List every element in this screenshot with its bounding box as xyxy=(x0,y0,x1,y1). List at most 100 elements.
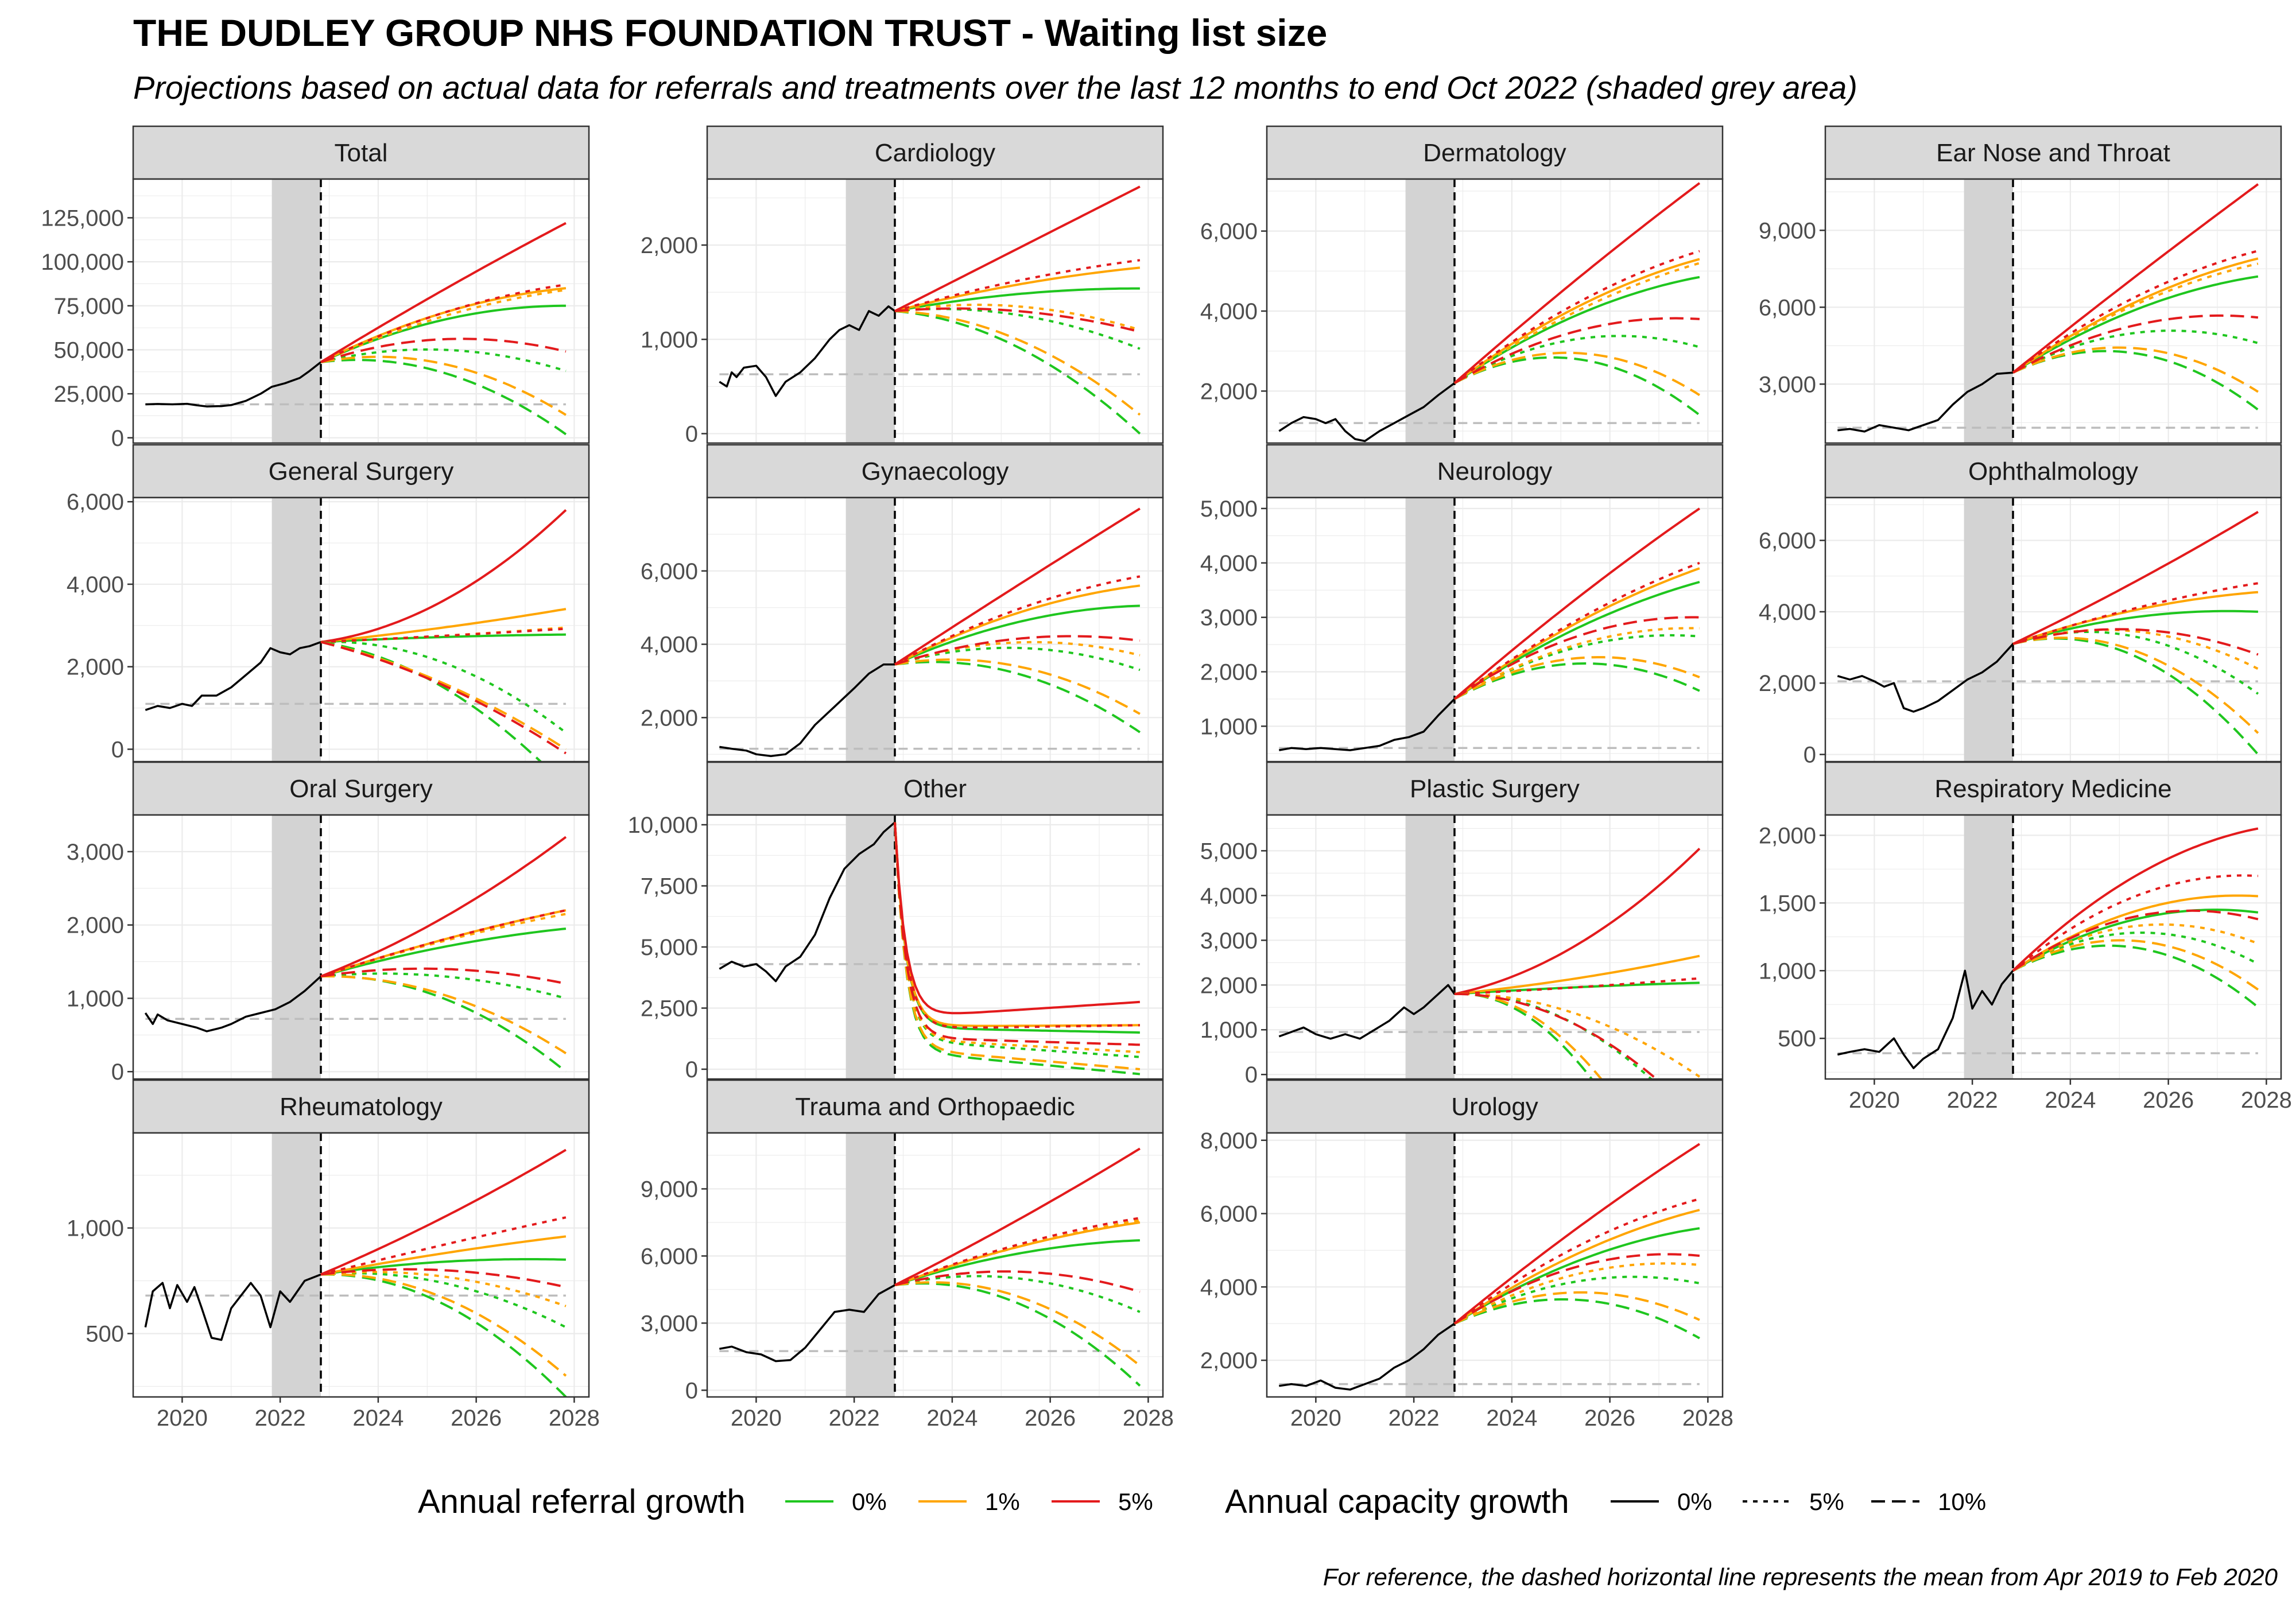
panel-data xyxy=(145,179,567,443)
panel-border xyxy=(132,1132,590,1398)
projection-ref-1-cap-5 xyxy=(894,822,1140,1054)
projection-ref-5-cap-10 xyxy=(1453,317,1700,385)
projection-ref-1-cap-0 xyxy=(1454,954,1700,995)
panel-title: Respiratory Medicine xyxy=(1934,775,2171,803)
x-tick-label: 2020 xyxy=(1290,1406,1341,1431)
y-tick-label: 6,000 xyxy=(67,490,124,515)
y-tick-label: 75,000 xyxy=(54,294,124,319)
projection-ref-5-cap-10 xyxy=(1455,992,1658,1079)
panel-background xyxy=(1267,815,1723,1079)
y-tick-label: 2,000 xyxy=(1200,973,1258,998)
y-tick-label: 6,000 xyxy=(1200,1202,1258,1227)
history-series xyxy=(1278,382,1456,442)
y-tick-label: 6,000 xyxy=(1759,529,1816,554)
panel-oral-surgery: Oral Surgery 0 1,000 2,000 3,000 xyxy=(67,761,590,1085)
projection-ref-0-cap-0 xyxy=(320,633,566,643)
shaded-period xyxy=(846,815,895,1079)
projection-ref-1-cap-10 xyxy=(894,822,1141,1070)
projection-ref-5-cap-0 xyxy=(320,222,567,363)
panel-ear-nose-and-throat: Ear Nose and Throat 3,000 6,000 9,000 xyxy=(1759,125,2282,444)
history-series xyxy=(1278,698,1456,751)
panel-title: Ear Nose and Throat xyxy=(1936,139,2170,167)
projection-ref-5-cap-10 xyxy=(2012,314,2259,374)
projection-ref-0-cap-5 xyxy=(320,641,567,734)
projection-ref-0-cap-10 xyxy=(320,975,567,1073)
y-tick-label: 2,000 xyxy=(1759,671,1816,696)
projection-ref-5-cap-10 xyxy=(1453,616,1700,700)
projection-ref-0-cap-10 xyxy=(894,822,1141,1076)
x-tick-label: 2028 xyxy=(1682,1406,1733,1431)
history-series xyxy=(719,821,896,983)
history-series xyxy=(1837,371,2014,433)
panel-data xyxy=(144,1133,567,1397)
projection-ref-0-cap-10 xyxy=(320,359,567,436)
panel-grid-lines xyxy=(133,815,589,1079)
x-tick-label: 2028 xyxy=(549,1406,600,1431)
projection-ref-1-cap-10 xyxy=(1454,656,1700,700)
projection-ref-5-cap-5 xyxy=(2012,582,2259,645)
projection-ref-5-cap-10 xyxy=(320,337,567,363)
shaded-period xyxy=(272,179,321,443)
x-tick-label: 2026 xyxy=(2143,1088,2194,1113)
panel-border xyxy=(706,1132,1164,1398)
projection-ref-0-cap-5 xyxy=(2012,329,2259,374)
projection-ref-5-cap-5 xyxy=(320,284,567,363)
projection-ref-0-cap-5 xyxy=(320,348,567,372)
history-series xyxy=(144,1273,321,1341)
projection-ref-1-cap-5 xyxy=(2012,262,2259,374)
legend-label-capacity: 0% xyxy=(1677,1488,1712,1515)
projection-ref-1-cap-10 xyxy=(1454,1291,1700,1325)
panel-rheumatology: Rheumatology 500 1,000 2020 2022 2024 2026 2028 xyxy=(67,1079,600,1431)
projection-ref-0-cap-10 xyxy=(894,1282,1141,1387)
panel-strip xyxy=(132,761,590,816)
panel-data xyxy=(144,815,567,1079)
projection-ref-5-cap-5 xyxy=(2012,874,2259,972)
y-tick-label: 6,000 xyxy=(641,1244,698,1269)
panel-background xyxy=(133,179,589,443)
panel-grid-lines xyxy=(1267,1133,1723,1397)
panel-strip xyxy=(706,125,1164,180)
projection-ref-5-cap-0 xyxy=(320,509,567,643)
projection-ref-5-cap-0 xyxy=(1453,1143,1700,1325)
projection-ref-0-cap-5 xyxy=(1454,1275,1700,1325)
panel-border xyxy=(706,178,1164,444)
panel-title: Other xyxy=(903,775,967,803)
y-tick-label: 0 xyxy=(685,1378,698,1403)
y-tick-label: 50,000 xyxy=(54,337,124,363)
projection-ref-1-cap-5 xyxy=(1453,262,1700,385)
projection-ref-5-cap-0 xyxy=(1454,848,1701,995)
panel-data xyxy=(1279,1133,1700,1397)
projection-ref-5-cap-0 xyxy=(894,507,1141,666)
panel-strip xyxy=(706,444,1164,499)
projection-ref-5-cap-0 xyxy=(320,1148,567,1276)
projection-ref-5-cap-5 xyxy=(1453,250,1700,385)
shaded-period xyxy=(1405,815,1455,1079)
history-series xyxy=(144,975,322,1032)
projection-ref-1-cap-5 xyxy=(1453,627,1700,700)
panel-title: Urology xyxy=(1451,1093,1538,1121)
x-tick-label: 2028 xyxy=(1123,1406,1174,1431)
projection-ref-5-cap-10 xyxy=(2012,909,2259,972)
y-tick-label: 125,000 xyxy=(41,205,124,231)
projection-ref-1-cap-10 xyxy=(320,355,567,416)
projection-ref-0-cap-0 xyxy=(894,1239,1140,1287)
x-tick-label: 2028 xyxy=(2241,1088,2292,1113)
y-tick-label: 4,000 xyxy=(1200,299,1258,324)
y-tick-label: 3,000 xyxy=(641,1311,698,1336)
projection-ref-5-cap-10 xyxy=(894,635,1141,666)
y-tick-label: 3,000 xyxy=(67,840,124,865)
x-tick-label: 2024 xyxy=(1486,1406,1537,1431)
legend: Annual referral growth 0% 1% 5% Annual capac… xyxy=(418,1483,1986,1520)
projection-ref-1-cap-10 xyxy=(320,975,567,1054)
x-tick-label: 2022 xyxy=(1947,1088,1998,1113)
shaded-period xyxy=(1405,498,1455,762)
projection-ref-5-cap-5 xyxy=(1453,561,1700,700)
panel-strip xyxy=(706,761,1164,816)
panel-data xyxy=(719,179,1141,443)
x-tick-label: 2022 xyxy=(829,1406,880,1431)
projection-ref-0-cap-0 xyxy=(320,927,567,978)
projection-ref-0-cap-5 xyxy=(894,308,1141,350)
x-tick-label: 2024 xyxy=(926,1406,978,1431)
panel-data xyxy=(719,815,1141,1079)
projection-ref-0-cap-0 xyxy=(894,604,1140,666)
